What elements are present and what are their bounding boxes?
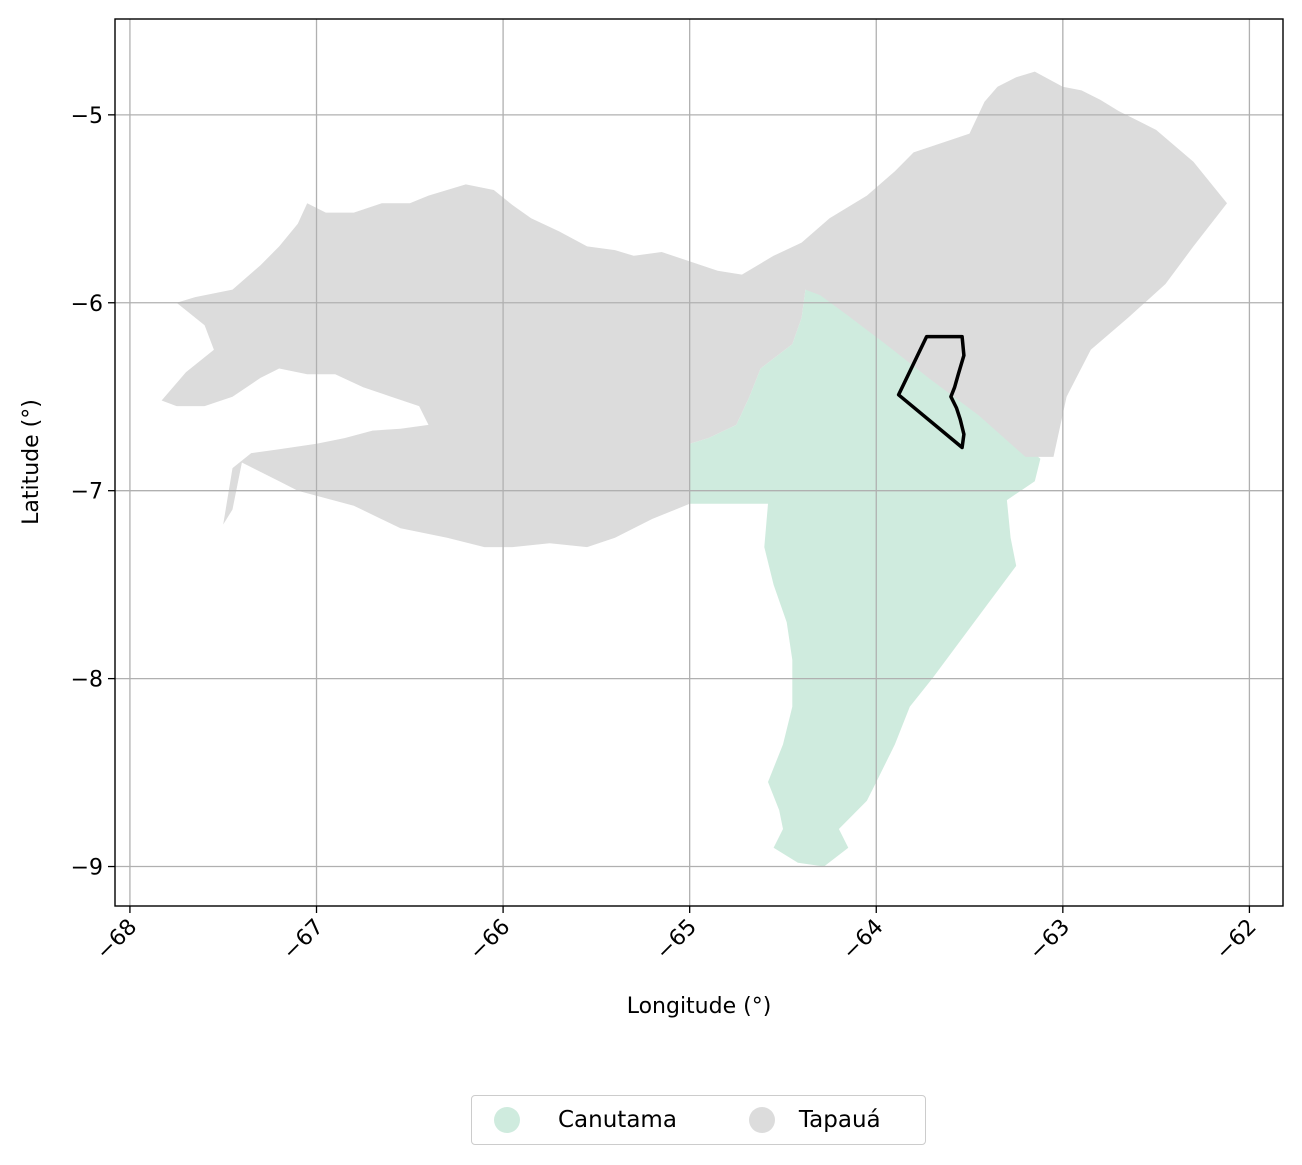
legend-item-tapaua: Tapauá (748, 1107, 881, 1133)
gridlines (115, 19, 1283, 906)
x-axis-label: Longitude (°) (627, 994, 772, 1019)
y-tick-label: −9 (71, 856, 103, 881)
legend-marker-tapaua (748, 1107, 775, 1133)
regions-layer (161, 71, 1228, 867)
y-axis-label: Latitude (°) (19, 399, 44, 525)
legend: Canutama Tapauá (471, 1095, 926, 1145)
x-tick-label: −64 (838, 915, 889, 966)
y-tick-label: −7 (71, 480, 103, 505)
highlight-boundary (896, 334, 966, 450)
x-tick-label: −66 (465, 915, 516, 966)
region-tapaua (161, 71, 1228, 548)
legend-label-canutama: Canutama (558, 1107, 677, 1133)
x-tick-label: −63 (1025, 915, 1076, 966)
y-tick-label: −5 (71, 104, 103, 129)
x-tick-label: −62 (1211, 915, 1262, 966)
legend-marker-canutama (494, 1107, 520, 1133)
region-canutama (689, 289, 1041, 867)
highlight-layer (896, 334, 966, 450)
axes-frame (114, 18, 1284, 907)
x-tick-label: −68 (92, 915, 143, 966)
x-tick-label: −67 (278, 915, 329, 966)
y-tick-label: −8 (71, 668, 103, 693)
legend-item-canutama: Canutama (494, 1107, 677, 1133)
x-tick-label: −65 (651, 915, 702, 966)
legend-label-tapaua: Tapauá (798, 1107, 881, 1133)
y-tick-label: −6 (71, 292, 103, 317)
